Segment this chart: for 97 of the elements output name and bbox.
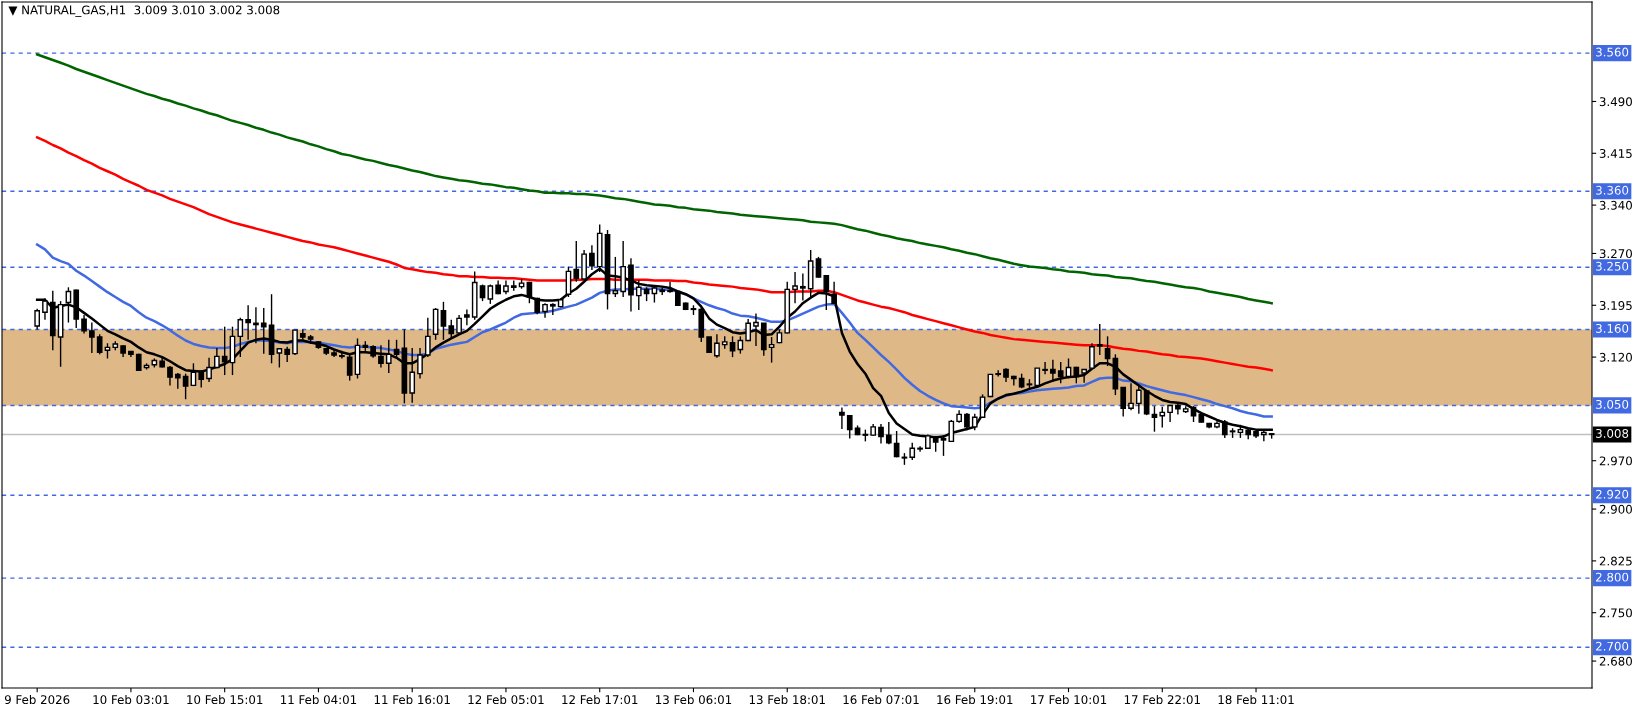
candlestick xyxy=(1159,406,1166,429)
candlestick xyxy=(1104,335,1111,367)
candlestick xyxy=(1057,361,1064,385)
candlestick xyxy=(448,319,455,340)
x-tick-label: 10 Feb 15:01 xyxy=(187,694,263,705)
candlestick xyxy=(182,372,189,400)
candlestick xyxy=(635,279,642,311)
candlestick xyxy=(549,302,556,316)
y-tick-label: 2.750 xyxy=(1599,608,1632,618)
ref-line-label: 3.160 xyxy=(1596,323,1629,333)
candlestick xyxy=(440,301,447,341)
ref-line-label: 2.700 xyxy=(1596,641,1629,651)
x-tick-label: 12 Feb 17:01 xyxy=(562,694,638,705)
y-tick-label: 3.415 xyxy=(1599,149,1632,158)
ref-line-label: 3.050 xyxy=(1596,399,1629,409)
candlestick xyxy=(34,308,41,331)
y-tick-label: 2.680 xyxy=(1599,656,1632,666)
x-tick-label: 17 Feb 22:01 xyxy=(1124,694,1200,705)
y-tick-label: 3.340 xyxy=(1599,200,1632,210)
candlestick xyxy=(1089,342,1095,370)
candlestick xyxy=(878,423,884,445)
x-tick-label: 16 Feb 19:01 xyxy=(937,694,1013,705)
candlestick xyxy=(1050,359,1056,383)
line-series xyxy=(35,53,1273,305)
line-series xyxy=(35,136,1273,372)
x-tick-label: 17 Feb 10:01 xyxy=(1031,694,1107,705)
candlestick xyxy=(885,421,892,445)
y-tick-label: 2.825 xyxy=(1599,556,1632,566)
candlestick xyxy=(823,274,830,311)
y-tick-label: 2.900 xyxy=(1599,504,1632,514)
candlestick xyxy=(81,314,87,335)
ref-line-label: 3.250 xyxy=(1596,261,1629,271)
x-tick-label: 12 Feb 05:01 xyxy=(468,694,544,705)
ref-line-label: 2.920 xyxy=(1596,489,1629,499)
x-tick-label: 10 Feb 03:01 xyxy=(93,694,169,705)
y-tick-label: 2.970 xyxy=(1599,456,1632,466)
candlestick xyxy=(167,365,173,387)
candlestick xyxy=(1034,367,1041,388)
candlestick xyxy=(1010,375,1017,387)
candlestick xyxy=(456,314,462,336)
candlestick xyxy=(1135,384,1142,415)
candlestick xyxy=(1128,382,1134,411)
candlestick xyxy=(667,281,673,294)
x-tick-label: 16 Feb 07:01 xyxy=(843,694,919,705)
candlestick xyxy=(385,339,392,374)
candlestick xyxy=(292,329,298,356)
ref-line-label: 3.360 xyxy=(1596,185,1629,195)
ref-line-label: 3.560 xyxy=(1596,47,1629,57)
ref-line-label: 3.008 xyxy=(1596,428,1629,438)
x-tick-label: 18 Feb 11:01 xyxy=(1218,694,1294,705)
candlestick xyxy=(589,244,595,271)
candlestick xyxy=(206,357,212,383)
y-tick-label: 3.195 xyxy=(1599,301,1632,310)
y-tick-label: 3.270 xyxy=(1599,249,1632,259)
candlestick xyxy=(1151,405,1158,433)
candlestick xyxy=(1042,361,1048,376)
candlestick xyxy=(96,333,103,356)
candlestick xyxy=(753,312,759,347)
y-tick-label: 3.120 xyxy=(1599,352,1632,362)
candlestick xyxy=(815,256,822,279)
candlestick xyxy=(714,333,720,359)
candlestick xyxy=(1120,386,1127,418)
candlestick xyxy=(831,281,837,304)
ref-line-label: 2.800 xyxy=(1596,572,1629,582)
candlestick xyxy=(729,335,736,358)
candlestick xyxy=(424,317,431,358)
candlestick xyxy=(417,347,423,380)
candlestick xyxy=(339,350,345,360)
candlestick xyxy=(214,347,220,369)
candlestick xyxy=(979,393,986,419)
x-tick-label: 13 Feb 18:01 xyxy=(749,694,825,705)
x-tick-label: 13 Feb 06:01 xyxy=(656,694,732,705)
candlestick xyxy=(346,352,353,382)
candlestick xyxy=(464,308,470,327)
candlestick xyxy=(42,297,48,321)
candlestick xyxy=(768,336,775,364)
candlestick xyxy=(409,347,416,404)
x-tick-label: 11 Feb 16:01 xyxy=(374,694,450,705)
candlestick xyxy=(221,325,228,376)
x-tick-label: 11 Feb 04:01 xyxy=(281,694,357,705)
candlestick xyxy=(846,415,853,440)
candlestick xyxy=(245,304,251,341)
x-tick-label: 9 Feb 2026 xyxy=(4,694,70,705)
candlestick xyxy=(839,406,845,430)
candlestick xyxy=(89,321,95,354)
chart-title: ▼ NATURAL_GAS,H1 3.009 3.010 3.002 3.008 xyxy=(8,5,280,17)
candlestick xyxy=(917,445,923,453)
candlestick xyxy=(800,272,806,302)
candlestick xyxy=(1081,368,1087,384)
candlestick xyxy=(276,347,283,369)
candlestick xyxy=(1096,323,1103,356)
candlestick xyxy=(237,317,244,358)
candlestick xyxy=(573,240,580,283)
candlestick xyxy=(260,307,267,355)
candlestick xyxy=(378,344,384,369)
candlestick xyxy=(792,271,798,304)
y-tick-label: 3.490 xyxy=(1599,97,1632,107)
